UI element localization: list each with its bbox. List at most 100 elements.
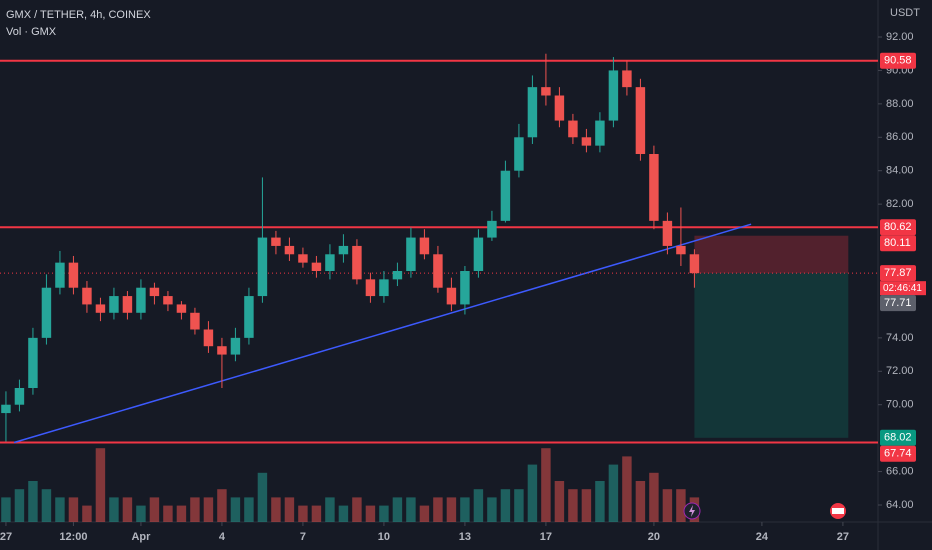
y-tick-label: 72.00 bbox=[886, 365, 914, 377]
volume-bar bbox=[419, 505, 430, 522]
candle-body bbox=[82, 287, 92, 305]
candle-body bbox=[176, 304, 187, 313]
candle-body bbox=[136, 287, 146, 313]
price-label-box bbox=[880, 445, 916, 462]
candle-body bbox=[365, 279, 376, 297]
candle-body bbox=[325, 254, 335, 271]
x-tick-label: 27 bbox=[837, 531, 849, 543]
candle-body bbox=[379, 279, 389, 297]
volume-bar bbox=[392, 497, 403, 522]
volume-bar bbox=[622, 456, 632, 522]
y-tick-label: 88.00 bbox=[886, 98, 914, 110]
volume-bar bbox=[338, 505, 349, 522]
volume-bar bbox=[68, 497, 79, 522]
price-label: 77.87 bbox=[884, 267, 912, 279]
volume-bar bbox=[379, 505, 389, 522]
volume-title: Vol · GMX bbox=[6, 26, 57, 38]
volume-bar bbox=[595, 481, 605, 522]
candle-body bbox=[338, 245, 349, 255]
price-label-box bbox=[880, 52, 916, 69]
x-tick-label: 13 bbox=[459, 531, 471, 543]
volume-bar bbox=[298, 505, 308, 522]
volume-bar bbox=[581, 489, 592, 522]
trend-line bbox=[13, 223, 752, 444]
candle-body bbox=[568, 120, 578, 138]
candle-body bbox=[284, 245, 295, 255]
volume-bar bbox=[163, 505, 173, 522]
x-tick-label: 7 bbox=[300, 531, 306, 543]
volume-bar bbox=[554, 481, 565, 522]
candle-body bbox=[581, 137, 592, 146]
flag-glyph bbox=[832, 508, 844, 514]
y-tick-label: 70.00 bbox=[886, 399, 914, 411]
candle-body bbox=[554, 95, 565, 121]
volume-bar bbox=[190, 497, 200, 522]
volume-bar bbox=[149, 497, 160, 522]
volume-bar bbox=[136, 505, 146, 522]
volume-bar bbox=[649, 472, 659, 522]
volume-bar bbox=[311, 505, 322, 522]
volume-bar bbox=[109, 497, 119, 522]
candle-body bbox=[122, 296, 133, 313]
volume-bar bbox=[446, 497, 457, 522]
volume-bar bbox=[203, 497, 214, 522]
candle-body bbox=[595, 120, 605, 146]
volume-bar bbox=[473, 489, 484, 522]
candle-body bbox=[649, 154, 659, 221]
target-zone bbox=[694, 273, 849, 438]
x-tick-label: Apr bbox=[131, 531, 151, 543]
candle-body bbox=[298, 254, 308, 263]
candle-body bbox=[149, 287, 160, 297]
candle-body bbox=[514, 137, 524, 171]
price-label-box bbox=[880, 219, 916, 236]
y-tick-label: 92.00 bbox=[886, 31, 914, 43]
candle-body bbox=[689, 254, 700, 274]
y-tick-label: 86.00 bbox=[886, 131, 914, 143]
volume-bar bbox=[122, 497, 133, 522]
volume-bar bbox=[271, 497, 281, 522]
candle-body bbox=[352, 245, 362, 280]
volume-bar bbox=[568, 489, 578, 522]
candle-body bbox=[500, 170, 511, 221]
candle-body bbox=[473, 237, 484, 271]
volume-bar bbox=[95, 448, 106, 522]
x-tick-label: 10 bbox=[378, 531, 390, 543]
countdown-box bbox=[880, 281, 926, 296]
volume-bar bbox=[230, 497, 241, 522]
candle-body bbox=[95, 304, 106, 313]
candle-body bbox=[68, 262, 79, 288]
price-label: 80.62 bbox=[884, 221, 912, 233]
candle-body bbox=[271, 237, 281, 246]
y-tick-label: 84.00 bbox=[886, 165, 914, 177]
y-tick-label: 64.00 bbox=[886, 499, 914, 511]
volume-bar bbox=[365, 505, 376, 522]
price-label: 80.11 bbox=[884, 237, 911, 249]
candle-body bbox=[230, 337, 241, 355]
volume-bar bbox=[662, 489, 673, 522]
volume-bar bbox=[527, 464, 538, 522]
volume-bar bbox=[284, 497, 295, 522]
volume-bar bbox=[487, 497, 497, 522]
candle-body bbox=[311, 262, 322, 271]
candle-body bbox=[608, 70, 619, 121]
candle-body bbox=[109, 296, 119, 313]
stop-zone bbox=[694, 235, 849, 274]
volume-bar bbox=[433, 497, 443, 522]
candle-body bbox=[28, 337, 38, 388]
candle-body bbox=[541, 87, 551, 96]
candle-body bbox=[676, 245, 686, 255]
symbol-title: GMX / TETHER, 4h, COINEX bbox=[6, 9, 151, 21]
volume-bar bbox=[176, 505, 187, 522]
volume-bar bbox=[14, 489, 25, 522]
volume-bar bbox=[514, 489, 524, 522]
candle-body bbox=[163, 296, 173, 305]
volume-bar bbox=[352, 497, 362, 522]
candle-body bbox=[487, 220, 497, 238]
volume-bar bbox=[500, 489, 511, 522]
volume-bar bbox=[217, 489, 227, 522]
volume-bar bbox=[635, 481, 646, 522]
plot bbox=[0, 53, 878, 522]
candle-body bbox=[41, 287, 52, 338]
x-tick-label: 20 bbox=[648, 531, 660, 543]
